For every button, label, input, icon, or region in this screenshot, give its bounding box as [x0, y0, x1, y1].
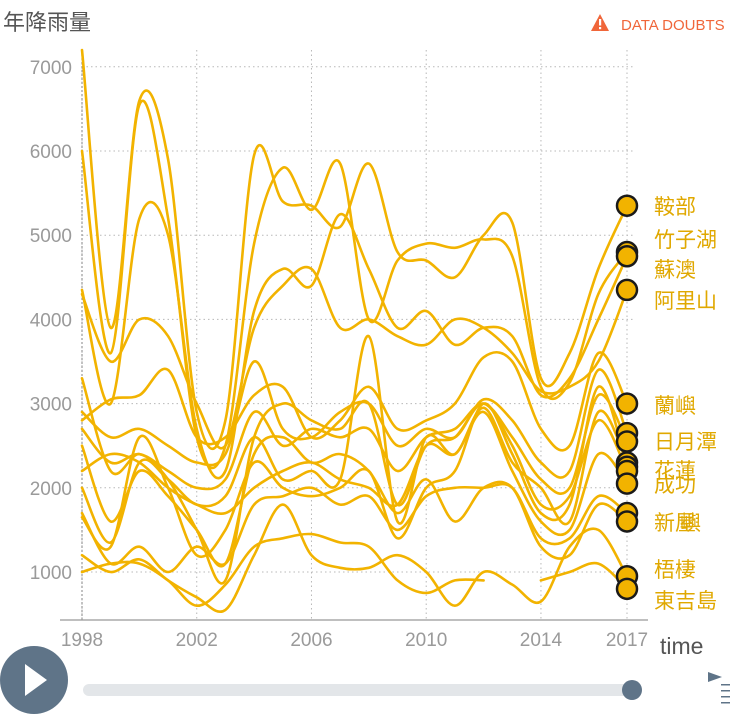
menu-icon — [708, 672, 730, 704]
play-icon — [25, 664, 47, 696]
slider-handle[interactable] — [622, 680, 642, 700]
series-line — [80, 532, 485, 607]
y-tick-label: 2000 — [30, 479, 72, 500]
series-label[interactable]: 花蓮 — [654, 459, 696, 483]
series-end-marker[interactable] — [615, 430, 639, 453]
series-lines — [80, 48, 629, 613]
series-line — [80, 48, 629, 451]
series-end-marker[interactable] — [615, 245, 639, 268]
warning-triangle-icon — [591, 14, 609, 31]
series-label[interactable]: 阿里山 — [654, 289, 717, 313]
y-tick-label: 7000 — [30, 58, 72, 79]
series-label[interactable]: 成功 — [654, 473, 696, 497]
series-label[interactable]: 鞍部 — [654, 195, 696, 219]
series-line — [80, 503, 629, 613]
series-line — [80, 410, 629, 537]
series-line — [80, 265, 629, 450]
y-tick-label: 3000 — [30, 395, 72, 416]
series-label[interactable]: 蘇澳 — [654, 258, 696, 282]
x-tick-label: 2014 — [520, 630, 563, 651]
series-label[interactable]: 嶼 — [680, 511, 701, 535]
series-line — [80, 435, 629, 568]
x-tick-label: 1998 — [61, 630, 103, 651]
series-line — [80, 393, 629, 495]
series-line — [80, 334, 629, 544]
grid — [81, 50, 635, 620]
y-tick-label: 4000 — [30, 310, 72, 331]
series-line — [80, 377, 629, 585]
series-end-marker[interactable] — [615, 194, 639, 217]
series-end-marker[interactable] — [615, 472, 639, 495]
series-label[interactable]: 竹子湖 — [654, 228, 717, 252]
series-label[interactable]: 蘭嶼 — [654, 394, 696, 418]
axes: 1000 2000 3000 4000 5000 6000 7000 1998 2002 2006… — [30, 50, 648, 651]
x-tick-label: 2002 — [176, 630, 218, 651]
series-line — [80, 200, 629, 480]
y-tick-label: 6000 — [30, 142, 72, 163]
x-tick-label: 2006 — [290, 630, 332, 651]
series-label[interactable]: 新屋 — [654, 511, 696, 535]
data-doubts-label: DATA DOUBTS — [621, 17, 725, 34]
y-axis-title: 年降雨量 — [3, 11, 91, 36]
series-line — [80, 99, 629, 470]
timeline-slider[interactable] — [83, 680, 642, 700]
x-axis-title[interactable]: time — [660, 633, 703, 659]
series-end-marker[interactable] — [615, 392, 639, 415]
series-line — [80, 482, 629, 574]
series-end-marker[interactable] — [615, 577, 639, 601]
x-tick-label: 2017 — [606, 630, 648, 651]
data-doubts-button[interactable]: DATA DOUBTS — [591, 14, 725, 34]
series-line — [539, 561, 629, 591]
series-end-marker[interactable] — [615, 278, 639, 302]
slider-track[interactable] — [83, 684, 633, 696]
series-label[interactable]: 日月潭 — [654, 430, 717, 454]
menu-button[interactable] — [708, 672, 730, 704]
series-end-marker[interactable] — [615, 510, 639, 533]
series-label[interactable]: 東吉島 — [654, 589, 717, 613]
x-tick-label: 2010 — [405, 630, 447, 651]
play-button[interactable] — [0, 646, 68, 714]
y-tick-label: 1000 — [30, 563, 72, 584]
series-line — [80, 351, 629, 452]
y-tick-label: 5000 — [30, 226, 72, 247]
series-label[interactable]: 梧棲 — [654, 558, 696, 582]
series-markers — [615, 194, 639, 601]
